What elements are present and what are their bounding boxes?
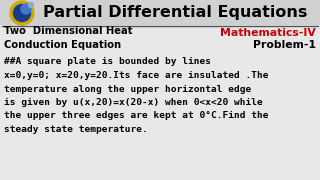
Text: steady state temperature.: steady state temperature. xyxy=(4,125,148,134)
Text: Problem-1: Problem-1 xyxy=(253,40,316,50)
Text: ##A square plate is bounded by lines: ##A square plate is bounded by lines xyxy=(4,57,211,66)
Text: Two  Dimensional Heat
Conduction Equation: Two Dimensional Heat Conduction Equation xyxy=(4,26,132,50)
Text: temperature along the upper horizontal edge: temperature along the upper horizontal e… xyxy=(4,84,251,93)
Circle shape xyxy=(21,4,31,14)
Text: the upper three edges are kept at 0°C.Find the: the upper three edges are kept at 0°C.Fi… xyxy=(4,111,268,120)
Text: x=0,y=0; x=20,y=20.Its face are insulated .The: x=0,y=0; x=20,y=20.Its face are insulate… xyxy=(4,71,268,80)
FancyBboxPatch shape xyxy=(0,0,320,25)
Circle shape xyxy=(10,1,34,25)
Text: is given by u(x,20)=x(20-x) when 0<x<20 while: is given by u(x,20)=x(20-x) when 0<x<20 … xyxy=(4,98,263,107)
Text: Partial Differential Equations: Partial Differential Equations xyxy=(43,6,307,21)
Circle shape xyxy=(13,4,30,21)
Text: Mathematics-IV: Mathematics-IV xyxy=(220,28,316,38)
Circle shape xyxy=(28,3,34,8)
